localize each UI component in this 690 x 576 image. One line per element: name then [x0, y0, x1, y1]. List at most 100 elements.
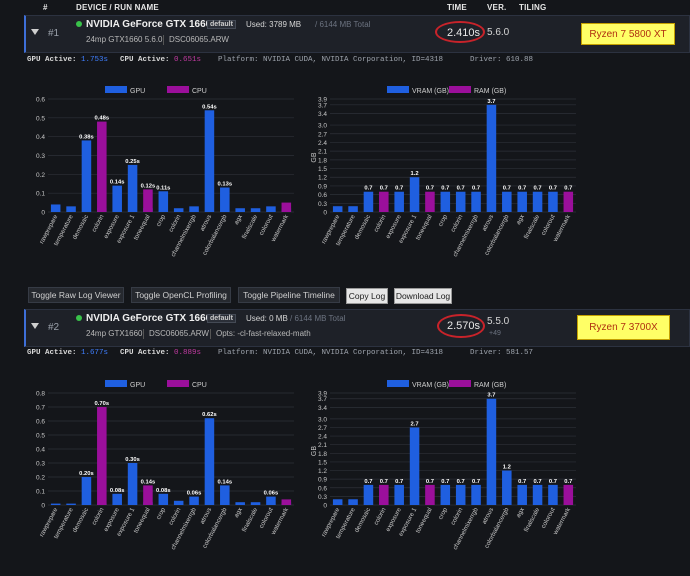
x-tick-label: colorin — [373, 213, 388, 233]
bar — [97, 407, 107, 505]
y-tick-label: 0 — [323, 210, 327, 217]
legend-swatch — [449, 380, 471, 387]
bar — [502, 470, 512, 505]
bar — [471, 484, 481, 505]
separator — [143, 329, 144, 339]
bar — [81, 477, 92, 505]
cpu-active-label: CPU Active: — [120, 56, 170, 64]
bar — [394, 191, 404, 212]
y-tick-label: 2.7 — [318, 131, 327, 138]
sticky-note: Ryzen 7 5800 XT — [581, 23, 675, 45]
col-hash: # — [43, 3, 48, 12]
data-label: 0.7 — [395, 186, 403, 192]
bar — [81, 140, 92, 212]
bar — [235, 502, 245, 505]
data-label: 0.08s — [156, 488, 171, 494]
bar — [50, 204, 61, 212]
bar — [548, 191, 558, 212]
collapse-arrow-icon[interactable] — [31, 323, 39, 329]
collapse-arrow-icon[interactable] — [31, 29, 39, 35]
data-label: 0.7 — [395, 479, 403, 485]
data-label: 0.7 — [380, 186, 388, 192]
run-row-1[interactable] — [24, 15, 690, 53]
x-tick-label: colorin — [91, 213, 106, 233]
bar — [158, 191, 169, 212]
bar — [548, 484, 558, 505]
download-log-button[interactable]: Download Log — [394, 288, 452, 304]
gpu-active-stat: GPU Active: 1.677s — [27, 349, 108, 357]
cpu-active-value: 0.889s — [174, 349, 202, 357]
bar — [379, 191, 389, 212]
x-tick-label: atrous — [481, 214, 495, 233]
highlight-circle — [435, 21, 485, 43]
legend-label: RAM (GB) — [474, 88, 506, 95]
default-badge: default — [207, 20, 236, 29]
y-tick-label: 1.2 — [318, 175, 327, 182]
bar — [532, 191, 543, 212]
file-name: DSC06065.ARW — [149, 329, 209, 338]
data-label: 0.06s — [264, 491, 279, 497]
version-suffix: +49 — [489, 330, 501, 337]
data-label: 0.7 — [426, 186, 434, 192]
run-number: #1 — [48, 28, 60, 39]
platform-info: Platform: NVIDIA CUDA, NVIDIA Corporatio… — [218, 56, 444, 64]
toggle-raw-log-button[interactable]: Toggle Raw Log Viewer — [28, 287, 124, 303]
bar — [143, 485, 153, 505]
highlight-circle — [437, 314, 485, 338]
x-tick-label: colorin — [168, 506, 183, 526]
bar — [266, 206, 276, 212]
legend-swatch — [167, 86, 189, 93]
bar — [66, 206, 76, 212]
y-tick-label: 0 — [41, 210, 45, 217]
bar — [486, 104, 497, 212]
bar — [97, 121, 107, 212]
data-label: 0.7 — [380, 479, 388, 485]
y-tick-label: 3.9 — [318, 97, 327, 104]
y-tick-label: 2.4 — [318, 434, 327, 441]
run-version: 5.5.0 — [487, 316, 510, 327]
status-dot-icon — [76, 21, 82, 27]
bar — [281, 499, 292, 505]
bar — [486, 398, 497, 505]
data-label: 0.7 — [441, 479, 449, 485]
y-tick-label: 0.5 — [36, 433, 45, 440]
data-label: 0.7 — [534, 186, 542, 192]
legend-swatch — [387, 380, 409, 387]
x-tick-label: colorin — [450, 213, 465, 233]
legend-label: VRAM (GB) — [412, 382, 449, 389]
y-axis-label: GB — [311, 446, 318, 456]
gpu-active-label: GPU Active: — [27, 349, 77, 357]
bar — [127, 164, 138, 212]
platform-info: Platform: NVIDIA CUDA, NVIDIA Corporatio… — [218, 349, 444, 357]
cpu-active-stat: CPU Active: 0.889s — [120, 349, 201, 357]
y-tick-label: 0.9 — [318, 183, 327, 190]
copy-log-button[interactable]: Copy Log — [346, 288, 388, 304]
toggle-opencl-button[interactable]: Toggle OpenCL Profiling — [131, 287, 231, 303]
data-label: 0.7 — [457, 186, 465, 192]
bar — [266, 496, 276, 505]
cpu-active-stat: CPU Active: 0.651s — [120, 56, 201, 64]
y-tick-label: 1.2 — [318, 468, 327, 475]
data-label: 0.7 — [534, 479, 542, 485]
y-tick-label: 0.3 — [36, 153, 45, 160]
y-tick-label: 0.8 — [36, 391, 45, 398]
x-tick-label: agx — [233, 213, 244, 226]
toggle-pipeline-button[interactable]: Toggle Pipeline Timeline — [238, 287, 340, 303]
cpu-active-value: 0.651s — [174, 56, 202, 64]
bar — [440, 484, 451, 505]
bar — [158, 493, 169, 505]
data-label: 0.25s — [125, 159, 140, 165]
x-tick-label: colorin — [373, 506, 388, 526]
bar — [394, 484, 404, 505]
data-label: 0.7 — [426, 479, 434, 485]
x-tick-label: agx — [515, 506, 526, 519]
memory-chart-run-2: VRAM (GB) RAM (GB)00.30.60.91.21.51.82.12… — [311, 380, 576, 551]
data-label: 0.11s — [156, 185, 170, 191]
y-tick-label: 0.4 — [36, 447, 45, 454]
driver-info: Driver: 581.57 — [470, 349, 534, 357]
bar — [348, 499, 358, 505]
gpu-active-stat: GPU Active: 1.753s — [27, 56, 108, 64]
y-tick-label: 0 — [323, 503, 327, 510]
y-tick-label: 0 — [41, 503, 45, 510]
memory-used: Used: 3789 MB — [246, 20, 302, 29]
